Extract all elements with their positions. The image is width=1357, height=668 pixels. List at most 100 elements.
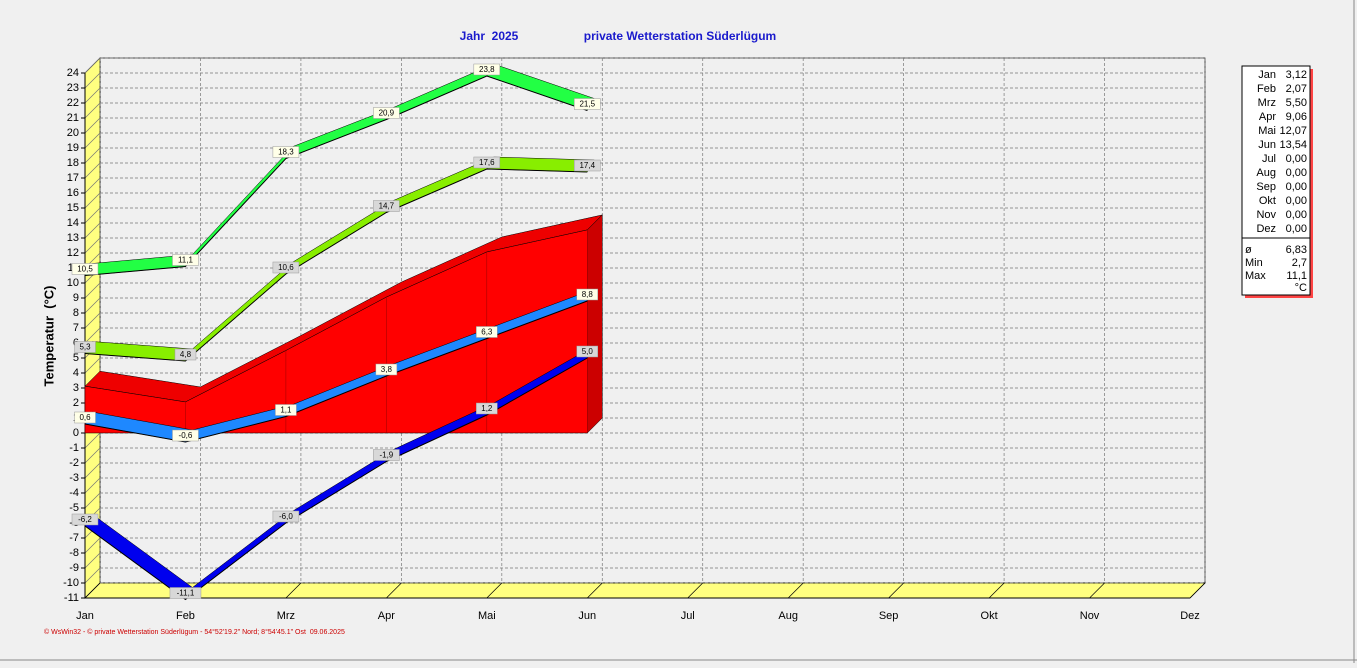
y-tick-label: 18 [67,157,79,169]
wall-grid-line [84,357,101,374]
chart-subtitle: private Wetterstation Süderlügum [584,29,776,43]
value-label-box [576,288,599,301]
value-label: -11,1 [177,589,195,598]
value-label-box [373,107,400,119]
wall-grid-line [84,192,101,209]
value-label: 10,6 [278,263,294,272]
table-month: Apr [1259,111,1276,123]
y-tick-label: -8 [69,547,79,559]
value-label-box [174,348,197,361]
wall-grid-line [84,537,101,554]
table-value: 2,07 [1286,83,1307,95]
x-tick-label: Nov [1080,610,1100,622]
table-month: Feb [1257,83,1276,95]
y-tick-label: 8 [73,307,79,319]
table-value: 0,00 [1286,181,1307,193]
value-label-box [476,402,498,415]
y-tick-label: 14 [67,217,79,229]
value-label: 18,3 [278,148,294,157]
value-label-box [272,146,300,158]
wall-grid-line [84,327,101,344]
table-value: 3,12 [1286,69,1307,81]
floor-grid-line [1189,582,1206,599]
table-month: Jun [1258,139,1276,151]
y-tick-label: -5 [69,502,79,514]
y-tick-label: 3 [73,382,79,394]
table-value: 9,06 [1286,111,1307,123]
y-tick-label: 17 [67,172,79,184]
wall-grid-line [84,552,101,569]
value-label: 23,8 [479,65,495,74]
value-label: -6,0 [279,512,293,521]
area-side [587,214,603,434]
table-value: 13,54 [1279,139,1307,151]
legend-frame [1241,65,1311,296]
x-tick-label: Mai [478,610,496,622]
value-label: -1,9 [379,451,393,460]
x-tick-label: Sep [879,610,899,622]
value-label-box [473,156,501,169]
table-month: Sep [1256,181,1276,193]
wall-grid-line [84,162,101,179]
stat-symbol: Min [1245,257,1263,269]
y-tick-label: 20 [67,127,79,139]
x-tick-label: Feb [176,610,195,622]
wall-grid-line [84,432,101,449]
x-tick-label: Jun [578,610,596,622]
x-tick-label: Jan [76,610,94,622]
value-label-box [574,159,601,172]
x-tick-label: Okt [981,610,998,622]
y-tick-label: 2 [73,397,79,409]
value-label-box [172,429,199,442]
floor-grid-line [486,582,503,599]
wall-grid-line [84,87,101,104]
y-tick-label: -10 [63,577,79,589]
x-tick-label: Aug [778,610,798,622]
wall-grid-line [84,177,101,194]
y-tick-label: 10 [67,277,79,289]
floor [84,582,1206,599]
y-tick-label: 7 [73,322,79,334]
y-tick-label: -2 [69,457,79,469]
x-tick-label: Dez [1180,610,1200,622]
table-month: Okt [1259,195,1276,207]
floor-grid-line [888,582,904,599]
stat-symbol: ø [1245,244,1252,256]
value-label-box [71,513,99,526]
value-label-box [373,200,400,212]
value-label: 6,3 [481,328,493,337]
floor-grid-line [285,582,302,599]
wall-grid-line [84,447,101,464]
y-tick-label: 13 [67,232,79,244]
wall-grid-line [84,117,101,134]
value-label: 11,1 [178,256,194,265]
x-tick-label: Apr [378,610,395,622]
value-label-box [169,587,202,599]
stat-symbol: Max [1245,270,1266,282]
x-tick-label: Jul [681,610,695,622]
series-line [84,357,588,601]
table-month: Mrz [1258,97,1276,109]
y-tick-label: 16 [67,187,79,199]
table-value: 5,50 [1286,97,1307,109]
wall-grid-line [84,312,101,329]
value-label: 5,3 [79,343,91,352]
value-label: 3,8 [381,365,393,374]
y-tick-label: -11 [64,592,79,604]
y-tick-label: 4 [73,367,79,379]
wall-grid-line [84,72,101,89]
table-value: 0,00 [1286,153,1307,165]
stat-value: 6,83 [1286,244,1307,256]
y-tick-label: 19 [67,142,79,154]
wall-grid-line [84,147,101,164]
y-tick-label: 12 [67,247,79,259]
value-label-box [272,261,300,274]
table-value: 0,00 [1286,209,1307,221]
table-unit: °C [1295,282,1307,294]
footer: © WsWin32 - © private Wetterstation Süde… [44,628,345,636]
y-tick-label: 15 [67,202,79,214]
value-label-box [272,510,300,523]
back-wall [99,57,1206,584]
value-label: 5,0 [582,347,594,356]
value-label-box [172,254,199,266]
